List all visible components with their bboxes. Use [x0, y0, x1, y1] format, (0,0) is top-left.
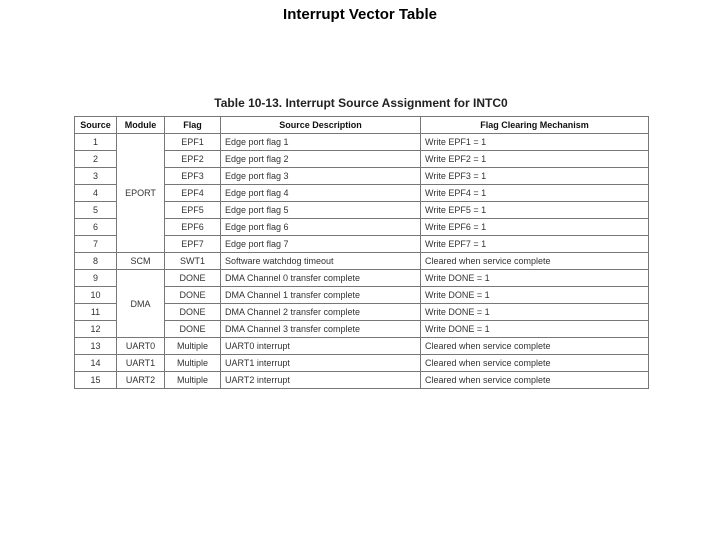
- table-row: 9DMADONEDMA Channel 0 transfer completeW…: [75, 270, 649, 287]
- cell-source: 9: [75, 270, 117, 287]
- cell-desc: UART2 interrupt: [221, 372, 421, 389]
- interrupt-table: Source Module Flag Source Description Fl…: [74, 116, 649, 389]
- cell-desc: Edge port flag 1: [221, 134, 421, 151]
- table-body: 1EPORTEPF1Edge port flag 1Write EPF1 = 1…: [75, 134, 649, 389]
- cell-source: 8: [75, 253, 117, 270]
- cell-flag: DONE: [165, 287, 221, 304]
- cell-flag: Multiple: [165, 372, 221, 389]
- table-caption: Table 10-13. Interrupt Source Assignment…: [74, 96, 648, 110]
- table-header-row: Source Module Flag Source Description Fl…: [75, 117, 649, 134]
- cell-mech: Cleared when service complete: [421, 253, 649, 270]
- col-module: Module: [117, 117, 165, 134]
- cell-module: EPORT: [117, 134, 165, 253]
- cell-source: 10: [75, 287, 117, 304]
- cell-module: UART2: [117, 372, 165, 389]
- cell-desc: Edge port flag 6: [221, 219, 421, 236]
- cell-mech: Cleared when service complete: [421, 372, 649, 389]
- cell-source: 14: [75, 355, 117, 372]
- cell-source: 3: [75, 168, 117, 185]
- cell-desc: Software watchdog timeout: [221, 253, 421, 270]
- table-container: Table 10-13. Interrupt Source Assignment…: [74, 96, 648, 389]
- cell-flag: DONE: [165, 304, 221, 321]
- cell-mech: Write DONE = 1: [421, 304, 649, 321]
- cell-module: SCM: [117, 253, 165, 270]
- cell-module: DMA: [117, 270, 165, 338]
- cell-flag: EPF3: [165, 168, 221, 185]
- cell-mech: Write EPF5 = 1: [421, 202, 649, 219]
- cell-mech: Write EPF2 = 1: [421, 151, 649, 168]
- cell-source: 4: [75, 185, 117, 202]
- cell-flag: EPF7: [165, 236, 221, 253]
- cell-source: 13: [75, 338, 117, 355]
- col-desc: Source Description: [221, 117, 421, 134]
- cell-mech: Write EPF4 = 1: [421, 185, 649, 202]
- cell-flag: EPF4: [165, 185, 221, 202]
- cell-flag: EPF6: [165, 219, 221, 236]
- table-row: 13UART0MultipleUART0 interruptCleared wh…: [75, 338, 649, 355]
- cell-flag: EPF1: [165, 134, 221, 151]
- cell-mech: Write DONE = 1: [421, 321, 649, 338]
- cell-desc: Edge port flag 4: [221, 185, 421, 202]
- cell-mech: Cleared when service complete: [421, 338, 649, 355]
- cell-desc: Edge port flag 2: [221, 151, 421, 168]
- cell-mech: Write EPF7 = 1: [421, 236, 649, 253]
- cell-source: 7: [75, 236, 117, 253]
- cell-module: UART0: [117, 338, 165, 355]
- cell-desc: Edge port flag 5: [221, 202, 421, 219]
- cell-desc: UART0 interrupt: [221, 338, 421, 355]
- cell-source: 6: [75, 219, 117, 236]
- cell-module: UART1: [117, 355, 165, 372]
- cell-mech: Write EPF1 = 1: [421, 134, 649, 151]
- cell-source: 11: [75, 304, 117, 321]
- cell-mech: Write EPF3 = 1: [421, 168, 649, 185]
- cell-desc: Edge port flag 7: [221, 236, 421, 253]
- cell-desc: DMA Channel 0 transfer complete: [221, 270, 421, 287]
- cell-mech: Cleared when service complete: [421, 355, 649, 372]
- cell-source: 5: [75, 202, 117, 219]
- cell-mech: Write DONE = 1: [421, 270, 649, 287]
- cell-desc: UART1 interrupt: [221, 355, 421, 372]
- cell-source: 12: [75, 321, 117, 338]
- col-flag: Flag: [165, 117, 221, 134]
- cell-source: 1: [75, 134, 117, 151]
- cell-flag: DONE: [165, 321, 221, 338]
- cell-flag: EPF5: [165, 202, 221, 219]
- cell-desc: Edge port flag 3: [221, 168, 421, 185]
- page-title: Interrupt Vector Table: [0, 6, 720, 23]
- cell-source: 15: [75, 372, 117, 389]
- table-row: 14UART1MultipleUART1 interruptCleared wh…: [75, 355, 649, 372]
- cell-flag: Multiple: [165, 338, 221, 355]
- table-row: 8SCMSWT1Software watchdog timeoutCleared…: [75, 253, 649, 270]
- cell-flag: DONE: [165, 270, 221, 287]
- cell-desc: DMA Channel 1 transfer complete: [221, 287, 421, 304]
- cell-flag: Multiple: [165, 355, 221, 372]
- cell-desc: DMA Channel 2 transfer complete: [221, 304, 421, 321]
- col-mech: Flag Clearing Mechanism: [421, 117, 649, 134]
- cell-mech: Write EPF6 = 1: [421, 219, 649, 236]
- cell-desc: DMA Channel 3 transfer complete: [221, 321, 421, 338]
- cell-flag: SWT1: [165, 253, 221, 270]
- col-source: Source: [75, 117, 117, 134]
- table-row: 1EPORTEPF1Edge port flag 1Write EPF1 = 1: [75, 134, 649, 151]
- table-row: 15UART2MultipleUART2 interruptCleared wh…: [75, 372, 649, 389]
- cell-source: 2: [75, 151, 117, 168]
- cell-mech: Write DONE = 1: [421, 287, 649, 304]
- cell-flag: EPF2: [165, 151, 221, 168]
